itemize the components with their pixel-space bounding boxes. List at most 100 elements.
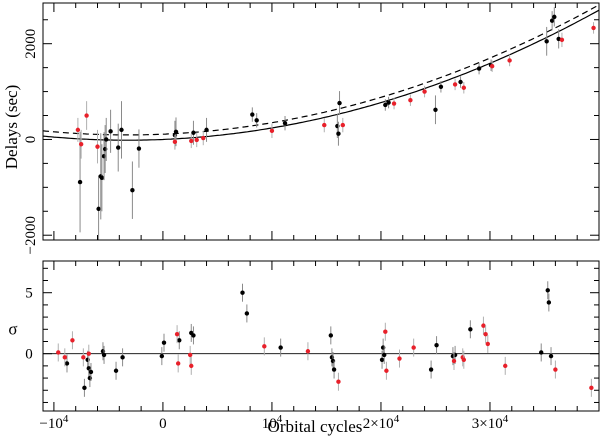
data-point bbox=[451, 358, 457, 364]
data-point bbox=[559, 37, 565, 43]
delays-panel: −2000 0 2000 Delays (sec) bbox=[2, 2, 600, 254]
data-point bbox=[408, 97, 413, 103]
data-point bbox=[173, 129, 179, 134]
data-point bbox=[204, 127, 209, 133]
data-point bbox=[468, 327, 473, 332]
data-point bbox=[81, 355, 86, 360]
data-point bbox=[322, 122, 327, 128]
top-axes-frame bbox=[42, 2, 600, 241]
data-point bbox=[434, 342, 439, 348]
data-point bbox=[379, 357, 385, 362]
data-point bbox=[391, 101, 397, 106]
data-point bbox=[108, 129, 113, 134]
data-point bbox=[461, 85, 467, 90]
x-tick-label: 2×104 bbox=[363, 413, 400, 432]
x-tick-label: 3×104 bbox=[472, 413, 509, 432]
data-point bbox=[175, 361, 181, 366]
data-point bbox=[244, 311, 250, 316]
data-point bbox=[191, 130, 196, 135]
sigma-axis-title: σ bbox=[8, 319, 17, 338]
data-point bbox=[84, 113, 89, 118]
data-point bbox=[591, 25, 596, 31]
data-point bbox=[88, 369, 94, 375]
data-point bbox=[99, 175, 105, 180]
data-point bbox=[136, 146, 142, 151]
data-point bbox=[328, 333, 334, 338]
data-point bbox=[438, 84, 444, 89]
y-tick-label: 0 bbox=[25, 347, 33, 363]
data-point bbox=[82, 385, 87, 391]
data-point bbox=[161, 340, 167, 345]
data-point bbox=[428, 367, 434, 372]
x-tick-label: −104 bbox=[39, 413, 68, 432]
x-tick-label: 104 bbox=[262, 413, 283, 432]
solid-fit-curve bbox=[43, 9, 599, 141]
x-tick-label: 0 bbox=[159, 416, 167, 432]
y-tick-label: 5 bbox=[25, 286, 33, 302]
data-point bbox=[187, 352, 193, 358]
data-point bbox=[56, 350, 61, 355]
data-point bbox=[458, 79, 463, 85]
data-point bbox=[95, 144, 100, 149]
data-point bbox=[113, 368, 119, 373]
data-point bbox=[489, 63, 495, 69]
data-point bbox=[433, 107, 438, 112]
data-point bbox=[70, 338, 75, 343]
data-point bbox=[240, 290, 245, 295]
data-point bbox=[545, 288, 550, 293]
x-axis-title: Orbital cycles bbox=[268, 417, 363, 436]
data-point bbox=[174, 331, 180, 337]
data-point bbox=[62, 355, 68, 360]
data-point bbox=[483, 331, 488, 337]
data-point bbox=[101, 352, 107, 358]
data-point bbox=[130, 188, 135, 193]
data-point bbox=[86, 351, 91, 356]
data-point bbox=[461, 357, 467, 362]
data-point bbox=[194, 137, 199, 143]
data-point bbox=[120, 355, 125, 360]
data-point bbox=[172, 139, 178, 145]
data-point bbox=[269, 128, 275, 134]
data-point bbox=[383, 102, 388, 108]
dashed-fit-curve bbox=[43, 4, 599, 136]
data-point bbox=[384, 368, 389, 373]
data-point bbox=[159, 353, 165, 359]
data-point bbox=[75, 127, 81, 133]
data-point bbox=[382, 352, 387, 358]
data-point bbox=[177, 338, 182, 343]
y-tick-label: 0 bbox=[23, 136, 39, 144]
data-point bbox=[485, 341, 490, 347]
data-point bbox=[340, 122, 346, 128]
y-tick-label: 2000 bbox=[23, 29, 39, 59]
data-point bbox=[507, 58, 512, 63]
data-point bbox=[189, 138, 194, 144]
data-point bbox=[201, 135, 206, 141]
data-point bbox=[386, 100, 391, 105]
data-point bbox=[383, 329, 388, 334]
bottom-axes-frame bbox=[42, 260, 600, 412]
data-point bbox=[262, 344, 267, 349]
data-point bbox=[336, 379, 341, 384]
delay-points bbox=[75, 7, 596, 240]
data-point bbox=[589, 385, 594, 391]
data-point bbox=[96, 206, 101, 212]
data-point bbox=[78, 142, 84, 147]
data-point bbox=[553, 367, 558, 372]
data-point bbox=[336, 131, 341, 136]
data-point bbox=[452, 82, 458, 87]
data-point bbox=[337, 100, 342, 106]
data-point bbox=[305, 349, 311, 354]
data-point bbox=[549, 18, 555, 23]
data-point bbox=[546, 300, 552, 305]
y-tick-label: −2000 bbox=[23, 216, 39, 254]
data-point bbox=[331, 367, 337, 372]
data-point bbox=[544, 39, 549, 44]
data-point bbox=[476, 66, 482, 71]
data-point bbox=[397, 356, 402, 361]
data-point bbox=[278, 345, 283, 350]
data-point bbox=[552, 14, 557, 20]
residuals-panel: −104 0 104 2×104 3×104 0 5 σ Orbital cycles bbox=[8, 260, 600, 436]
data-point bbox=[189, 363, 194, 369]
data-point bbox=[422, 89, 427, 94]
